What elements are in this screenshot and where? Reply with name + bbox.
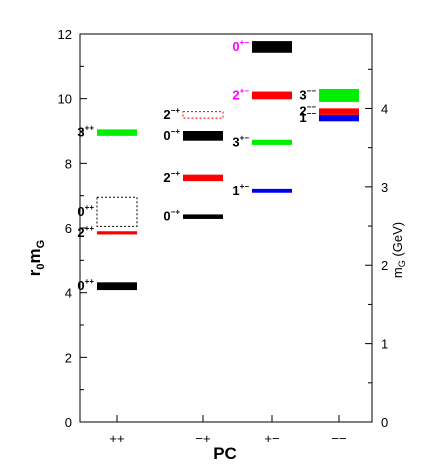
state-label: 3+− bbox=[232, 133, 249, 149]
x-tick-label: ++ bbox=[109, 431, 124, 446]
state-level bbox=[97, 129, 137, 136]
x-axis-title: PC bbox=[213, 444, 237, 463]
right-axis-title-m: m bbox=[390, 267, 405, 278]
state-label: 2++ bbox=[77, 224, 94, 240]
state-level bbox=[183, 131, 223, 141]
state-label: 2−+ bbox=[163, 169, 180, 185]
state-level bbox=[183, 174, 223, 182]
state-label: 3−− bbox=[299, 86, 316, 102]
state-level bbox=[97, 282, 137, 291]
left-axis-title-r: r bbox=[25, 269, 44, 276]
left-tick-label: 6 bbox=[65, 221, 72, 236]
state-level bbox=[252, 139, 292, 145]
state-label: 0++ bbox=[77, 277, 94, 293]
left-axis-title: r0mG bbox=[25, 240, 47, 276]
x-tick-label: −− bbox=[331, 431, 346, 446]
state-level bbox=[319, 88, 359, 102]
state-level bbox=[183, 214, 223, 219]
state-label: 3++ bbox=[77, 124, 94, 140]
svg-text:r0mG: r0mG bbox=[25, 240, 47, 276]
left-axis-title-sub2: G bbox=[35, 240, 47, 249]
state-label: 0−+ bbox=[163, 208, 180, 224]
state-level bbox=[252, 188, 292, 193]
state-label: 0−+ bbox=[163, 127, 180, 143]
left-tick-label: 12 bbox=[58, 27, 72, 42]
right-tick-label: 4 bbox=[381, 101, 388, 116]
right-tick-label: 1 bbox=[381, 337, 388, 352]
state-label: 2−− bbox=[299, 103, 316, 119]
left-tick-label: 8 bbox=[65, 156, 72, 171]
state-level-dotted bbox=[182, 111, 224, 119]
left-tick-label: 4 bbox=[65, 286, 72, 301]
right-axis-title: mG (GeV) bbox=[390, 222, 407, 278]
state-level bbox=[319, 114, 359, 122]
left-axis-title-m: m bbox=[25, 248, 44, 263]
right-axis-title-sub: G bbox=[397, 260, 407, 267]
state-labels: 0++ 2++ 0++ 3++ 0−+ 2−+ 0−+ 2−+ 1+− 3+− 2+− 0+− 1−−2… bbox=[77, 38, 316, 293]
state-level bbox=[97, 231, 137, 235]
right-tick-label: 2 bbox=[381, 258, 388, 273]
right-tick-label: 3 bbox=[381, 180, 388, 195]
state-levels bbox=[96, 41, 359, 291]
left-tick-label: 2 bbox=[65, 350, 72, 365]
state-level bbox=[319, 108, 359, 115]
state-level-dotted bbox=[96, 196, 138, 227]
left-tick-label: 10 bbox=[58, 92, 72, 107]
state-level bbox=[252, 41, 292, 53]
right-tick-label: 0 bbox=[381, 415, 388, 430]
state-label: 0++ bbox=[77, 203, 94, 219]
state-label: 0+− bbox=[232, 38, 249, 54]
state-label: 2−+ bbox=[163, 106, 180, 122]
left-axis-title-sub1: 0 bbox=[35, 263, 47, 269]
left-tick-label: 0 bbox=[65, 415, 72, 430]
state-label: 1−− bbox=[299, 109, 316, 125]
state-label: 2+− bbox=[232, 86, 249, 102]
right-axis-title-unit: (GeV) bbox=[390, 222, 405, 260]
x-tick-label: +− bbox=[264, 431, 279, 446]
svg-text:mG (GeV): mG (GeV) bbox=[390, 222, 407, 278]
state-label: 1+− bbox=[232, 182, 249, 198]
state-level bbox=[252, 91, 292, 100]
x-tick-label: −+ bbox=[195, 431, 210, 446]
